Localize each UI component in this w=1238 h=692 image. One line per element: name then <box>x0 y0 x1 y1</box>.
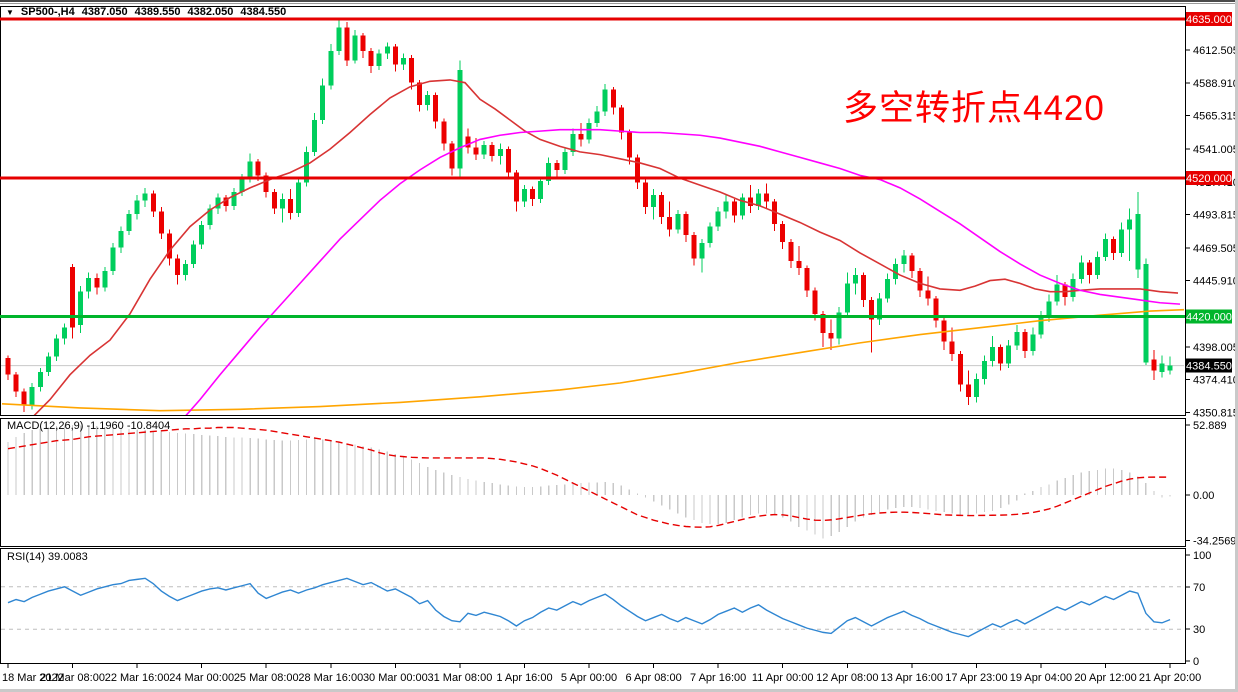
svg-text:4612.505: 4612.505 <box>1193 45 1238 57</box>
svg-text:28 Mar 16:00: 28 Mar 16:00 <box>298 672 363 684</box>
svg-text:52.889: 52.889 <box>1193 420 1227 432</box>
svg-text:7 Apr 16:00: 7 Apr 16:00 <box>690 672 746 684</box>
svg-text:0.00: 0.00 <box>1193 490 1214 502</box>
svg-text:1 Apr 16:00: 1 Apr 16:00 <box>496 672 552 684</box>
macd-signal-line <box>7 426 1171 528</box>
svg-text:0: 0 <box>1193 656 1199 668</box>
svg-text:17 Apr 23:00: 17 Apr 23:00 <box>945 672 1007 684</box>
svg-text:4374.410: 4374.410 <box>1193 375 1238 387</box>
price-panel <box>1 20 1184 415</box>
price-badges: 4635.000 4520.000 4420.000 4384.550 <box>1186 12 1232 373</box>
svg-text:4445.910: 4445.910 <box>1193 276 1238 288</box>
rsi-panel <box>1 577 1185 638</box>
price-axis: 4612.5054588.9104565.3154541.0054517.410… <box>1185 45 1238 668</box>
symbol-name: SP500-,H4 <box>20 6 75 18</box>
svg-text:4350.815: 4350.815 <box>1193 407 1238 419</box>
svg-text:30: 30 <box>1193 624 1205 636</box>
svg-text:20 Apr 12:00: 20 Apr 12:00 <box>1074 672 1136 684</box>
svg-text:100: 100 <box>1193 550 1211 562</box>
horizontal-levels <box>0 17 1185 319</box>
svg-text:70: 70 <box>1193 582 1205 594</box>
symbol-dropdown-icon[interactable]: ▼ <box>6 7 14 17</box>
svg-text:25 Mar 08:00: 25 Mar 08:00 <box>234 672 299 684</box>
chart-text-annotation: 多空转折点4420 <box>843 89 1105 128</box>
svg-text:18 Mar 2022: 18 Mar 2022 <box>2 672 64 684</box>
window-right-edge <box>1235 0 1238 692</box>
svg-text:11 Apr 00:00: 11 Apr 00:00 <box>752 672 814 684</box>
bar-high: 4389.550 <box>134 6 181 18</box>
macd-indicator-label: MACD(12,26,9) -1.1960 -10.8404 <box>7 420 171 432</box>
svg-text:4541.005: 4541.005 <box>1193 144 1238 156</box>
svg-text:13 Apr 16:00: 13 Apr 16:00 <box>881 672 943 684</box>
svg-text:-34.2569: -34.2569 <box>1193 535 1236 547</box>
svg-text:21 Mar 08:00: 21 Mar 08:00 <box>40 672 105 684</box>
ma_magenta-line <box>185 128 1181 415</box>
bar-open: 4387.050 <box>81 6 128 18</box>
svg-text:4420.000: 4420.000 <box>1186 312 1232 324</box>
bar-close: 4384.550 <box>240 6 287 18</box>
rsi-line <box>7 577 1171 638</box>
svg-text:4520.000: 4520.000 <box>1186 173 1232 185</box>
macd-histogram <box>7 424 1171 539</box>
svg-text:30 Mar 00:00: 30 Mar 00:00 <box>363 672 428 684</box>
rsi-indicator-label: RSI(14) 39.0083 <box>7 551 88 563</box>
svg-text:12 Apr 08:00: 12 Apr 08:00 <box>816 672 878 684</box>
svg-text:4565.315: 4565.315 <box>1193 110 1238 122</box>
svg-text:21 Apr 20:00: 21 Apr 20:00 <box>1139 672 1201 684</box>
window-top-edge <box>0 0 1238 5</box>
svg-text:22 Mar 16:00: 22 Mar 16:00 <box>105 672 170 684</box>
svg-text:6 Apr 08:00: 6 Apr 08:00 <box>625 672 681 684</box>
candlesticks <box>5 20 1173 413</box>
svg-text:19 Apr 04:00: 19 Apr 04:00 <box>1010 672 1072 684</box>
window-bottom-edge <box>0 689 1238 692</box>
svg-text:4493.815: 4493.815 <box>1193 209 1238 221</box>
svg-text:5 Apr 00:00: 5 Apr 00:00 <box>561 672 617 684</box>
svg-text:4469.505: 4469.505 <box>1193 243 1238 255</box>
panel-borders <box>0 6 1186 664</box>
ma_orange-line <box>1 308 1184 412</box>
ma_red-line <box>33 79 1179 415</box>
symbol-header: ▼ SP500-,H4 4387.050 4389.550 4382.050 4… <box>6 6 286 18</box>
svg-text:4384.550: 4384.550 <box>1186 361 1232 373</box>
svg-text:24 Mar 00:00: 24 Mar 00:00 <box>169 672 234 684</box>
svg-text:4588.910: 4588.910 <box>1193 78 1238 90</box>
bar-low: 4382.050 <box>187 6 234 18</box>
svg-text:4635.000: 4635.000 <box>1186 14 1232 26</box>
svg-text:4398.005: 4398.005 <box>1193 342 1238 354</box>
svg-text:31 Mar 08:00: 31 Mar 08:00 <box>428 672 493 684</box>
macd-panel <box>7 424 1171 539</box>
